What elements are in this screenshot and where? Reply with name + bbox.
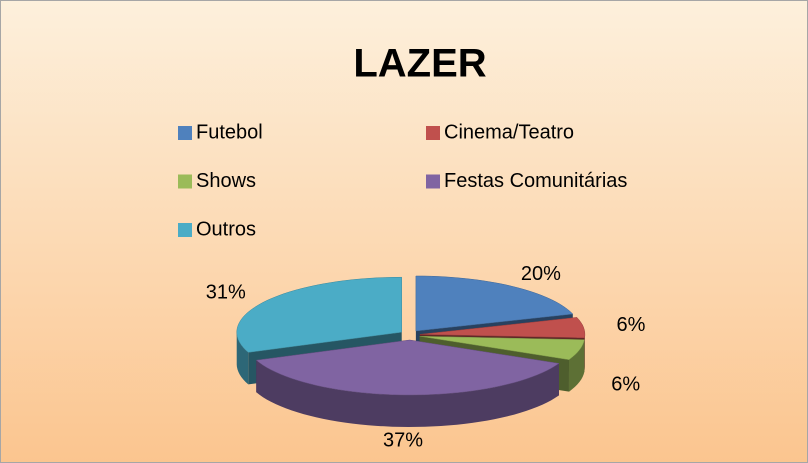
chart-title: LAZER bbox=[353, 42, 486, 86]
legend-label: Festas Comunitárias bbox=[444, 170, 627, 192]
legend-swatch bbox=[178, 126, 192, 140]
slice bbox=[415, 275, 574, 332]
slice-side bbox=[256, 360, 559, 427]
legend-label: Outros bbox=[196, 218, 256, 240]
legend-swatch bbox=[178, 223, 192, 237]
legend-swatch bbox=[178, 174, 192, 189]
data-label: 6% bbox=[617, 314, 646, 336]
legend-label: Futebol bbox=[196, 121, 263, 143]
data-label: 37% bbox=[383, 429, 423, 451]
legend-swatch bbox=[426, 174, 440, 189]
legend-label: Cinema/Teatro bbox=[444, 121, 574, 143]
data-label: 6% bbox=[611, 374, 640, 396]
data-label: 31% bbox=[206, 282, 246, 304]
slice-side bbox=[568, 339, 585, 392]
legend-swatch bbox=[426, 126, 440, 140]
pie bbox=[236, 275, 586, 427]
slice bbox=[419, 335, 585, 360]
slice bbox=[236, 276, 402, 353]
slice bbox=[419, 317, 586, 339]
legend-label: Shows bbox=[196, 170, 256, 192]
legend: Futebol Cinema/Teatro Shows Festas Comunitá… bbox=[178, 121, 627, 240]
data-label: 20% bbox=[521, 263, 561, 285]
slice-side bbox=[236, 332, 249, 385]
slice bbox=[255, 339, 560, 396]
data-labels: 20% 6% 6% 37% 31% bbox=[206, 263, 646, 451]
